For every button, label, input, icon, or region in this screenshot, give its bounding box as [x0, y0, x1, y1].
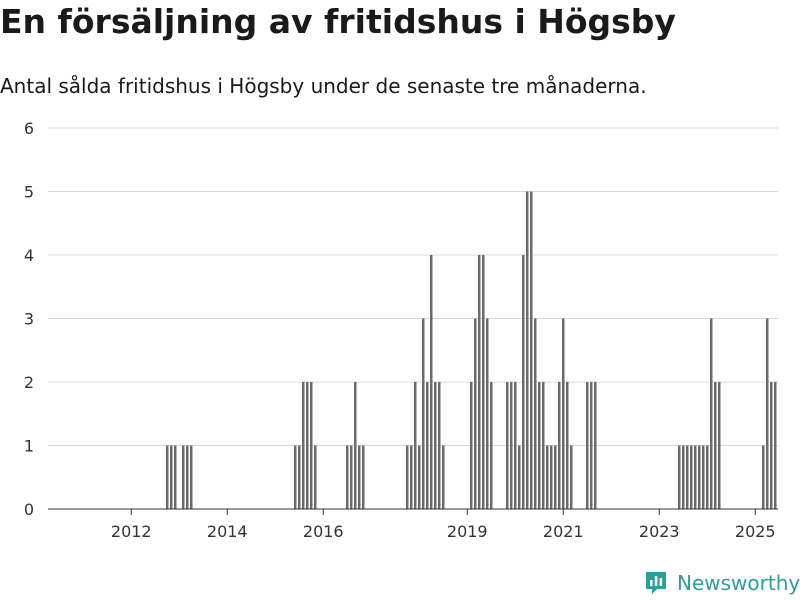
bar [774, 382, 777, 509]
y-tick-label: 2 [24, 373, 34, 392]
bar [426, 382, 429, 509]
bar [430, 255, 433, 509]
brand-name: Newsworthy [677, 571, 800, 595]
bar [542, 382, 545, 509]
x-tick-label: 2014 [207, 522, 248, 541]
gridlines [48, 127, 778, 446]
bar [174, 445, 177, 509]
bar [514, 382, 517, 509]
bar [190, 445, 193, 509]
bar [554, 445, 557, 509]
bar [682, 445, 685, 509]
bar [186, 445, 189, 509]
bar [170, 445, 173, 509]
bar [414, 382, 417, 509]
bar [570, 445, 573, 509]
newsworthy-logo-icon [646, 572, 666, 594]
bar [406, 445, 409, 509]
bar [534, 318, 537, 509]
bar [718, 382, 721, 509]
y-tick-label: 4 [24, 246, 34, 265]
bar [478, 255, 481, 509]
bar [594, 382, 597, 509]
bar [766, 318, 769, 509]
bar [298, 445, 301, 509]
y-tick-label: 5 [24, 183, 34, 202]
x-tick-label: 2023 [639, 522, 680, 541]
bar [710, 318, 713, 509]
bar [770, 382, 773, 509]
bar [422, 318, 425, 509]
bar [362, 445, 365, 509]
x-tick-label: 2012 [111, 522, 152, 541]
bar [350, 445, 353, 509]
bar [538, 382, 541, 509]
bar [546, 445, 549, 509]
x-tick-label: 2025 [735, 522, 776, 541]
bar [550, 445, 553, 509]
bar [358, 445, 361, 509]
bar [586, 382, 589, 509]
bar [418, 445, 421, 509]
chart-title: En försäljning av fritidshus i Högsby [0, 2, 676, 41]
bar [706, 445, 709, 509]
bar [474, 318, 477, 509]
bar [530, 191, 533, 509]
bar [438, 382, 441, 509]
bar [510, 382, 513, 509]
bar [698, 445, 701, 509]
bar [694, 445, 697, 509]
x-tick-label: 2016 [303, 522, 344, 541]
bar [506, 382, 509, 509]
bar [690, 445, 693, 509]
bar [678, 445, 681, 509]
bar [434, 382, 437, 509]
bar-chart: 0 1 2 3 4 5 6 2012 2014 2016 2019 2021 2023 2025 1 [24, 119, 778, 541]
bars [166, 191, 777, 509]
bar [486, 318, 489, 509]
bar [166, 445, 169, 509]
bar [490, 382, 493, 509]
bar [310, 382, 313, 509]
bar [470, 382, 473, 509]
bar [526, 191, 529, 509]
bar [686, 445, 689, 509]
bar [306, 382, 309, 509]
bar [442, 445, 445, 509]
y-tick-label: 6 [24, 119, 34, 138]
chart-subtitle: Antal sålda fritidshus i Högsby under de… [0, 74, 647, 98]
bar [314, 445, 317, 509]
bar [558, 382, 561, 509]
bar [182, 445, 185, 509]
bar [294, 445, 297, 509]
bar [522, 255, 525, 509]
bar [566, 382, 569, 509]
bar [482, 255, 485, 509]
bar [518, 445, 521, 509]
y-tick-label: 1 [24, 437, 34, 456]
bar [590, 382, 593, 509]
x-tick-label: 2021 [543, 522, 584, 541]
bar [562, 318, 565, 509]
x-tick-label: 2019 [447, 522, 488, 541]
x-axis: 2012 2014 2016 2019 2021 2023 2025 [48, 508, 778, 541]
bar [762, 445, 765, 509]
bar [702, 445, 705, 509]
newsworthy-logo: Newsworthy [644, 566, 800, 600]
y-tick-label: 3 [24, 310, 34, 329]
y-axis: 0 1 2 3 4 5 6 [24, 119, 34, 519]
bar [714, 382, 717, 509]
bar [410, 445, 413, 509]
bar [346, 445, 349, 509]
y-tick-label: 0 [24, 500, 34, 519]
bar [354, 382, 357, 509]
bar [302, 382, 305, 509]
